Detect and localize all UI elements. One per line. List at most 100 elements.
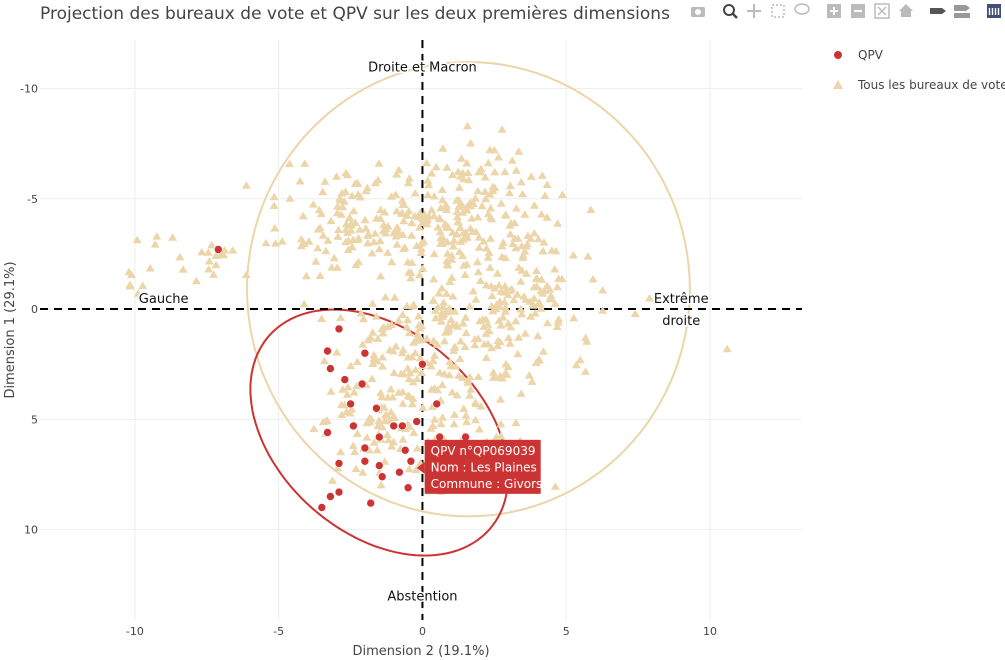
qpv-point[interactable] — [323, 346, 332, 356]
bureau-point — [461, 206, 470, 214]
bureau-point — [449, 236, 459, 244]
bureau-point — [412, 444, 422, 452]
bureau-point — [336, 313, 346, 321]
qpv-point[interactable] — [432, 399, 442, 409]
bureau-point — [471, 399, 481, 408]
camera-icon[interactable] — [691, 7, 705, 17]
reset-axes-icon[interactable] — [899, 4, 913, 17]
bureau-point — [326, 387, 336, 395]
bureau-point — [550, 265, 560, 273]
bureau-point — [430, 351, 440, 359]
qpv-point[interactable] — [366, 498, 376, 508]
qpv-point[interactable] — [326, 492, 335, 501]
bureau-point — [367, 374, 377, 382]
bureau-point — [449, 419, 459, 428]
bureau-point — [125, 280, 135, 288]
qpv-point[interactable] — [372, 403, 381, 413]
bureau-point — [377, 422, 387, 431]
qpv-point[interactable] — [374, 432, 384, 442]
qpv-point[interactable] — [317, 503, 327, 512]
bureau-point — [410, 211, 420, 220]
qpv-point[interactable] — [461, 432, 470, 442]
legend-item-qpv[interactable]: QPV — [834, 48, 884, 62]
bureau-point — [466, 385, 476, 393]
bureau-point — [317, 314, 327, 322]
bureau-point — [480, 173, 490, 181]
qpv-point[interactable] — [389, 421, 399, 431]
annotation-label: Gauche — [139, 292, 189, 307]
qpv-point[interactable] — [340, 375, 350, 384]
zoom-icon[interactable] — [723, 4, 738, 19]
compare-hover-icon[interactable] — [954, 5, 970, 18]
bureau-point — [537, 171, 547, 179]
bureau-point — [204, 265, 214, 273]
y-tick-label: -5 — [27, 193, 38, 206]
bureau-point — [486, 204, 496, 212]
qpv-point[interactable] — [357, 379, 367, 389]
qpv-point[interactable] — [377, 472, 387, 482]
bureau-point — [450, 307, 460, 315]
bureau-point — [474, 243, 484, 251]
qpv-point[interactable] — [418, 359, 427, 369]
qpv-point[interactable] — [403, 483, 413, 493]
bureau-point — [468, 286, 478, 295]
bureau-point — [459, 174, 469, 183]
qpv-point[interactable] — [326, 364, 335, 373]
qpv-point[interactable] — [397, 421, 407, 431]
bureau-point — [524, 371, 534, 379]
bureau-point — [320, 177, 330, 185]
bureau-point — [462, 417, 472, 426]
bureau-point — [378, 329, 388, 337]
bureau-point — [409, 428, 419, 436]
bureau-point — [382, 430, 392, 438]
box-select-icon[interactable] — [771, 4, 785, 18]
qpv-point[interactable] — [406, 456, 416, 466]
autoscale-icon[interactable] — [874, 3, 890, 19]
bureau-point — [376, 272, 386, 280]
bureau-point — [304, 237, 314, 245]
bureau-point — [404, 374, 414, 383]
pan-icon[interactable] — [747, 4, 761, 18]
qpv-point[interactable] — [435, 432, 445, 442]
qpv-point[interactable] — [334, 459, 344, 468]
qpv-point[interactable] — [360, 456, 370, 466]
qpv-point[interactable] — [360, 443, 370, 453]
bureau-point — [470, 194, 480, 202]
bureau-point — [568, 251, 578, 259]
bureau-point — [332, 172, 341, 180]
x-tick-labels: -10 -5 0 5 10 — [126, 625, 717, 638]
bureau-point — [481, 194, 491, 203]
zoom-in-icon[interactable] — [827, 4, 841, 18]
bureau-point — [485, 263, 495, 271]
legend-item-bureaux[interactable]: Tous les bureaux de vote — [833, 78, 1005, 92]
bureau-point — [340, 400, 350, 409]
bureau-point — [571, 360, 581, 369]
bureau-point — [534, 298, 544, 306]
qpv-point[interactable] — [400, 445, 410, 455]
plotly-logo-icon[interactable] — [987, 4, 1001, 18]
qpv-point[interactable] — [360, 348, 370, 358]
x-tick-label: -5 — [273, 625, 284, 638]
qpv-point[interactable] — [374, 461, 384, 470]
bureau-point — [431, 313, 441, 322]
qpv-point[interactable] — [334, 324, 344, 334]
bureau-point — [341, 168, 351, 177]
qpv-point[interactable] — [412, 417, 422, 426]
qpv-point[interactable] — [346, 399, 355, 409]
bureau-point — [427, 205, 437, 214]
qpv-point[interactable] — [395, 467, 404, 477]
bureau-point — [490, 167, 500, 176]
bureau-point — [319, 356, 329, 365]
lasso-select-icon[interactable] — [794, 3, 810, 15]
qpv-point[interactable] — [323, 428, 332, 437]
qpv-point[interactable] — [334, 487, 344, 497]
qpv-point[interactable] — [214, 245, 223, 254]
bureau-point — [197, 247, 207, 256]
bureau-point — [373, 334, 383, 342]
spike-lines-icon[interactable] — [930, 8, 946, 14]
bureau-point — [536, 304, 546, 312]
bureau-point — [452, 207, 462, 215]
zoom-out-icon[interactable] — [851, 4, 865, 18]
qpv-point[interactable] — [349, 421, 358, 431]
